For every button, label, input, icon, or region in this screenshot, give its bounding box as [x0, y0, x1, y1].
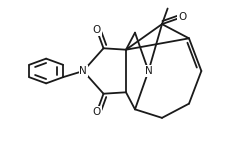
Text: N: N [145, 66, 152, 76]
Text: O: O [93, 25, 101, 35]
Text: O: O [93, 107, 101, 117]
Text: O: O [178, 12, 186, 22]
Text: N: N [79, 66, 87, 76]
